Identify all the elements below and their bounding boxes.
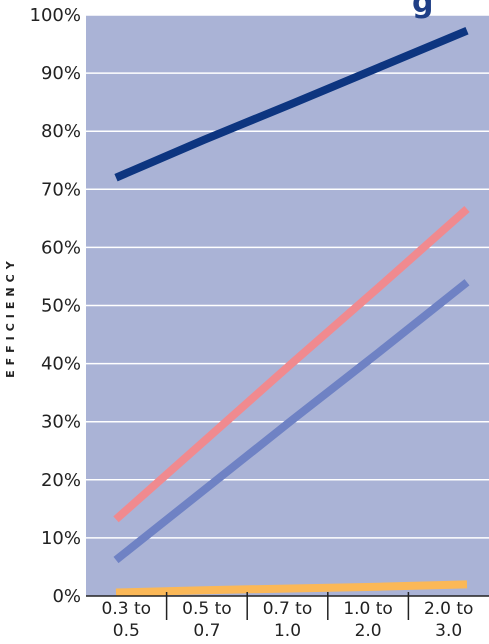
x-tick-label: 2.0 (355, 621, 382, 640)
x-tick-label: 0.3 to (102, 599, 152, 619)
chart-title-fragment: g (412, 0, 433, 20)
series-line-4 (115, 580, 468, 597)
x-tick-label: 0.7 (193, 621, 220, 640)
x-tick-label: 2.0 to (424, 599, 474, 619)
y-tick-label: 50% (41, 296, 81, 317)
y-tick-label: 90% (41, 63, 81, 84)
y-tick-label: 60% (41, 237, 81, 258)
y-tick-label: 30% (41, 412, 81, 433)
x-tick-label: 1.0 (274, 621, 301, 640)
series-line-2 (113, 206, 470, 523)
series-line-3 (113, 279, 470, 564)
y-tick-label: 0% (52, 586, 81, 607)
y-tick-label: 20% (41, 470, 81, 491)
y-axis-label: EFFICIENCY (4, 256, 17, 378)
x-tick-label: 3.0 (435, 621, 462, 640)
series-lines (113, 26, 470, 597)
y-tick-label: 80% (41, 121, 81, 142)
y-tick-label: 40% (41, 354, 81, 375)
y-tick-label: 70% (41, 179, 81, 200)
x-tick-label: 0.7 to (263, 599, 313, 619)
y-axis: 0% 10% 20% 30% 40% 50% 60% 70% 80% 90% 100% (30, 5, 81, 607)
x-tick-label: 1.0 to (343, 599, 393, 619)
y-tick-label: 100% (30, 5, 81, 26)
x-axis: 0.3 to 0.5 0.5 to 0.7 0.7 to 1.0 1.0 to 2.0 2.0 … (86, 592, 489, 641)
series-line-1 (114, 26, 469, 182)
x-tick-label: 0.5 to (182, 599, 232, 619)
y-tick-label: 10% (41, 528, 81, 549)
x-tick-label: 0.5 (113, 621, 140, 640)
